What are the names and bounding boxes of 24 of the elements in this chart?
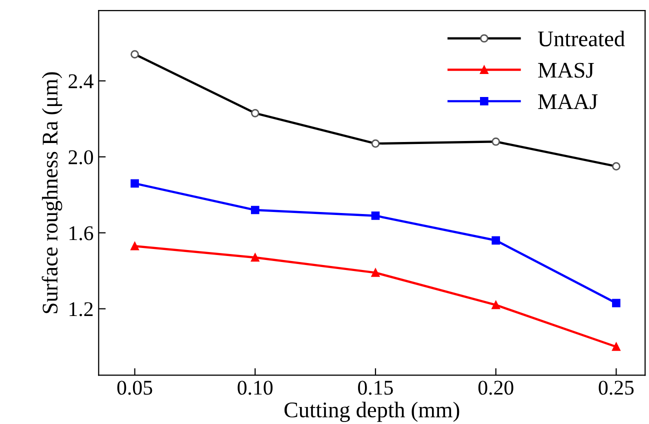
point bbox=[250, 253, 260, 262]
legend-label: MAAJ bbox=[538, 94, 598, 110]
point bbox=[250, 206, 260, 214]
point bbox=[612, 298, 620, 308]
x-tick-label: 0.15 bbox=[358, 380, 393, 395]
point bbox=[492, 236, 500, 245]
point bbox=[371, 212, 380, 220]
x-tick-label: 0.05 bbox=[117, 380, 152, 395]
point bbox=[612, 342, 620, 351]
x-tick-label: 0.25 bbox=[598, 380, 634, 395]
x-tick-label: 0.20 bbox=[478, 380, 514, 395]
point bbox=[371, 268, 380, 277]
y-tick-label: 1.6 bbox=[70, 226, 94, 240]
y-tick-label: 1.2 bbox=[70, 302, 93, 316]
legend-label: Untreated bbox=[538, 30, 625, 46]
legend-label: MASJ bbox=[538, 62, 594, 78]
y-axis-title: Surface roughness Ra (μm) bbox=[42, 72, 62, 314]
y-tick-label: 2.0 bbox=[68, 150, 93, 164]
x-tick-label: 0.10 bbox=[238, 380, 273, 395]
point bbox=[492, 300, 500, 310]
x-axis-title: Cutting depth (mm) bbox=[284, 402, 460, 422]
point bbox=[130, 179, 139, 188]
y-tick-label: 2.4 bbox=[68, 74, 94, 88]
point bbox=[130, 242, 139, 250]
